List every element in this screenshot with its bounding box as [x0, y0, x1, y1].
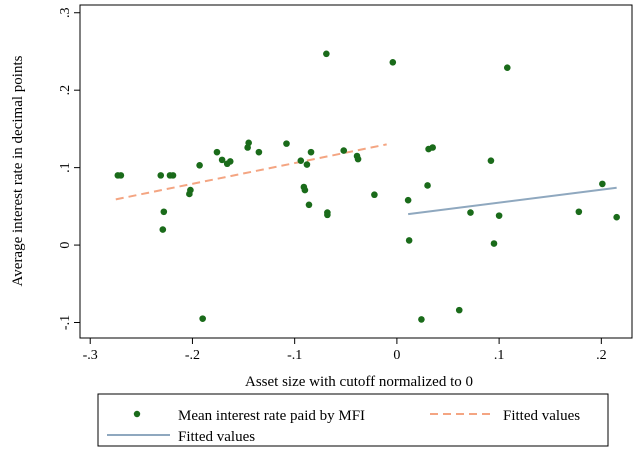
axis-layer: -.3 -.2 -.1 0 .1 .2 -.1 0 .1 .2 .3 — [58, 7, 607, 363]
scatter-point — [169, 172, 177, 179]
x-tick-label: .2 — [596, 348, 607, 363]
scatter-point — [255, 148, 263, 156]
scatter-point — [503, 64, 511, 72]
scatter-point — [613, 213, 620, 221]
scatter-point — [429, 144, 436, 151]
scatter-point — [404, 196, 412, 204]
scatter-point — [495, 212, 503, 219]
scatter-point — [187, 186, 194, 194]
scatter-point — [405, 237, 413, 244]
scatter-point — [297, 157, 305, 164]
scatter-point — [196, 162, 203, 169]
x-tick-label: -.2 — [185, 348, 200, 363]
scatter-point — [303, 161, 311, 168]
scatter-point — [371, 191, 378, 199]
scatter-point — [424, 182, 431, 189]
y-axis-title: Average interest rate in decimal points — [10, 55, 26, 286]
scatter-point — [307, 148, 315, 156]
fitted-line-left — [115, 143, 387, 201]
legend-marker-scatter — [133, 410, 141, 418]
scatter-point — [389, 59, 397, 66]
y-tick-label: .1 — [58, 162, 73, 173]
scatter-point — [354, 155, 362, 163]
x-tick-label: -.1 — [287, 348, 302, 363]
scatter-point — [323, 50, 330, 58]
x-tick-label: -.3 — [83, 348, 98, 363]
scatter-point — [305, 201, 313, 209]
fitted-line-right — [408, 186, 617, 216]
scatter-point — [301, 186, 309, 194]
scatter-point — [467, 209, 474, 216]
scatter-point — [117, 172, 125, 179]
scatter-point — [157, 172, 165, 179]
y-tick-label: 0 — [58, 242, 73, 249]
legend-label-scatter: Mean interest rate paid by MFI — [178, 408, 365, 424]
legend: Mean interest rate paid by MFI Fitted va… — [97, 393, 609, 447]
plot-frame — [79, 4, 633, 339]
legend-label-dashed-fit: Fitted values — [503, 408, 580, 424]
scatter-point — [245, 139, 252, 147]
y-tick-label: .2 — [58, 85, 73, 96]
scatter-point — [159, 226, 167, 233]
scatter-point — [218, 156, 226, 164]
scatter-point — [213, 148, 221, 156]
scatter-point — [599, 180, 606, 188]
scatter-point — [455, 306, 463, 314]
scatter-point — [490, 240, 498, 247]
scatter-point — [226, 158, 234, 165]
x-tick-label: 0 — [393, 348, 400, 363]
legend-box — [97, 393, 609, 447]
scatter-point — [340, 147, 348, 154]
scatter-point — [487, 157, 495, 164]
data-layer — [114, 50, 620, 323]
scatter-point — [575, 208, 583, 216]
scatter-point — [418, 316, 425, 323]
scatter-point — [160, 208, 168, 216]
scatter-point — [324, 211, 331, 219]
legend-label-solid-fit: Fitted values — [178, 429, 255, 445]
x-axis-title: Asset size with cutoff normalized to 0 — [245, 374, 473, 390]
y-tick-label: .3 — [58, 7, 73, 18]
scatter-point — [283, 140, 290, 147]
x-tick-label: .1 — [494, 348, 505, 363]
scatter-point — [199, 315, 206, 322]
y-tick-label: -.1 — [58, 315, 73, 330]
